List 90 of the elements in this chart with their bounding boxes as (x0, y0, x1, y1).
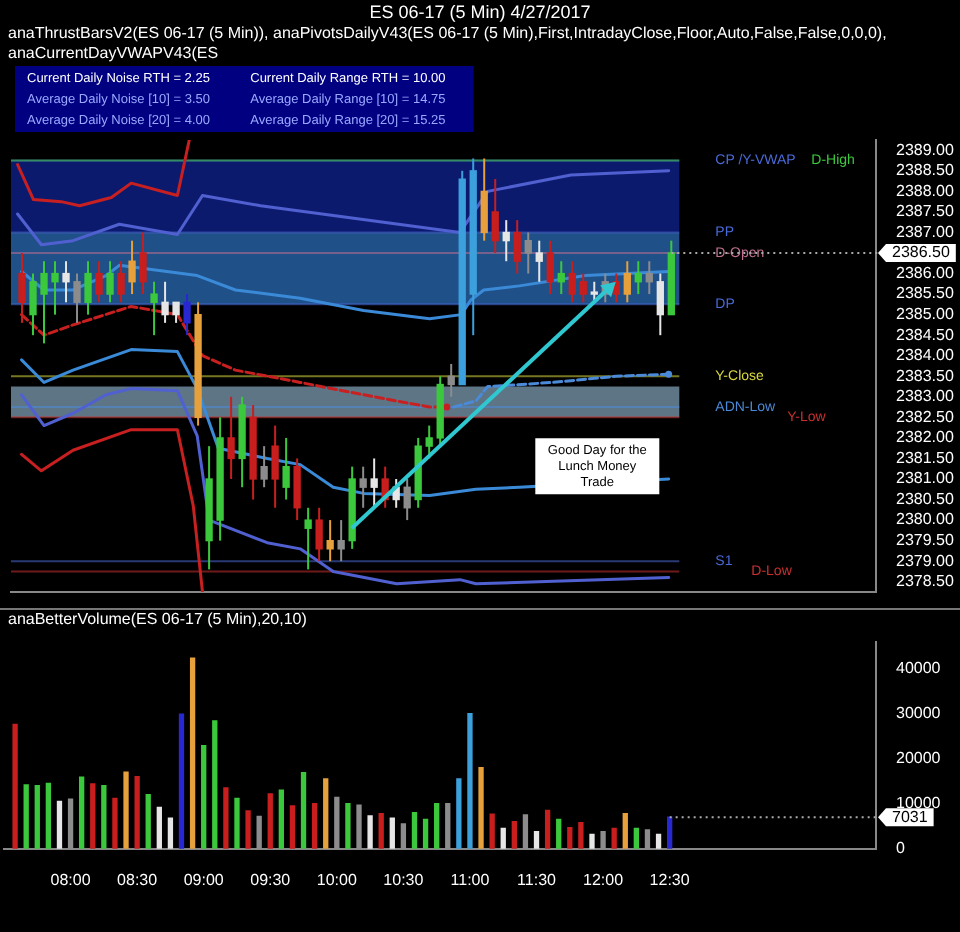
y-tick-label: 2379.00 (896, 551, 955, 570)
bar (23, 784, 29, 849)
y-tick-label: 2381.00 (896, 469, 955, 488)
chart-title: anaBetterVolume(ES 06-17 (5 Min),20,10) (0, 608, 960, 628)
y-tick-label: 2383.00 (896, 387, 955, 406)
y-tick-label: 30000 (896, 704, 942, 723)
y-tick-label: 10000 (896, 794, 942, 813)
y-tick-label: 2388.50 (896, 161, 955, 180)
bar (267, 793, 273, 849)
bar (212, 720, 218, 849)
bar (544, 809, 551, 849)
bar (666, 816, 673, 849)
bar (422, 818, 429, 849)
y-tick-label: 2382.50 (896, 407, 955, 426)
bar (323, 778, 329, 849)
bar (367, 815, 373, 849)
bar (112, 797, 118, 849)
y-tick-label: 2378.50 (896, 572, 955, 591)
y-tick-label: 2385.00 (896, 305, 955, 324)
bar (289, 805, 296, 849)
bar (611, 827, 617, 849)
x-tick-label: 10:00 (316, 870, 358, 889)
y-tick-label: 2389.00 (896, 140, 955, 159)
chart-title: ES 06-17 (5 Min) 4/27/2017 (367, 0, 593, 24)
bar (134, 776, 140, 849)
bar (189, 657, 196, 849)
y-tick-label: 2388.00 (896, 181, 955, 200)
y-tick-label: 2384.00 (896, 346, 955, 365)
bar (456, 778, 462, 849)
bar (500, 827, 506, 849)
bar (434, 803, 440, 849)
x-tick-label: 12:00 (583, 870, 625, 889)
y-tick-label: 2381.50 (896, 448, 955, 467)
bar (467, 713, 473, 849)
x-tick-label: 11:00 (450, 870, 491, 889)
y-tick-label: 20000 (896, 749, 942, 768)
bar (178, 713, 185, 849)
bar (156, 806, 162, 849)
bar (245, 810, 251, 849)
y-tick-label: 2384.50 (896, 325, 955, 344)
bar (589, 833, 595, 849)
bar (90, 783, 96, 849)
y-tick-label: 2380.50 (896, 489, 955, 508)
bar (234, 797, 240, 849)
bar (34, 785, 40, 849)
bar (411, 812, 418, 849)
bar (278, 789, 285, 849)
bar (478, 767, 484, 849)
bar (578, 822, 584, 849)
bar (389, 817, 395, 849)
bar (101, 785, 107, 849)
y-tick-label: 0 (896, 839, 906, 858)
x-tick-label: 09:30 (250, 870, 292, 889)
bar (489, 813, 495, 849)
y-tick-label: 2380.00 (896, 510, 955, 529)
bar (300, 772, 307, 849)
x-tick-label: 08:30 (117, 870, 159, 889)
y-tick-label: 2385.50 (896, 284, 955, 303)
bar (123, 771, 129, 849)
bar (378, 813, 384, 849)
bar (56, 800, 63, 849)
bar (223, 787, 229, 849)
y-tick-label: 2386.00 (896, 263, 955, 282)
chart-subtitle: anaThrustBarsV2(ES 06-17 (5 Min)), anaPivotsDailyV43(ES 06-17 (5 Min),First,IntradayClose,Floor,Auto,False,False,0,0,0), anaCurrentDayVWAPV43(ES (6, 24, 889, 64)
bar (511, 821, 517, 849)
bar (633, 827, 640, 849)
bar (167, 817, 174, 849)
y-tick-label: 2382.00 (896, 428, 955, 447)
bar (556, 818, 562, 849)
bar (622, 813, 628, 849)
x-tick-label: 10:30 (383, 870, 425, 889)
bar (345, 803, 351, 849)
x-tick-label: 08:00 (50, 870, 92, 889)
y-tick-label: 40000 (896, 659, 942, 678)
bar (567, 826, 573, 849)
x-tick-label: 12:30 (649, 870, 691, 889)
bar (45, 782, 52, 849)
bar (145, 794, 151, 849)
y-tick-label: 2383.50 (896, 366, 955, 385)
x-tick-label: 11:30 (517, 870, 558, 889)
y-tick-label: 2387.50 (896, 202, 955, 221)
x-tick-label: 09:00 (183, 870, 225, 889)
annotation: 2386.50 (892, 243, 951, 262)
y-tick-label: 2387.00 (896, 222, 955, 241)
bar (201, 744, 207, 849)
y-tick-label: 2379.50 (896, 531, 955, 550)
bar (79, 776, 85, 849)
bar (311, 803, 318, 849)
annotation: 7031 (892, 807, 929, 826)
bar (12, 723, 18, 849)
